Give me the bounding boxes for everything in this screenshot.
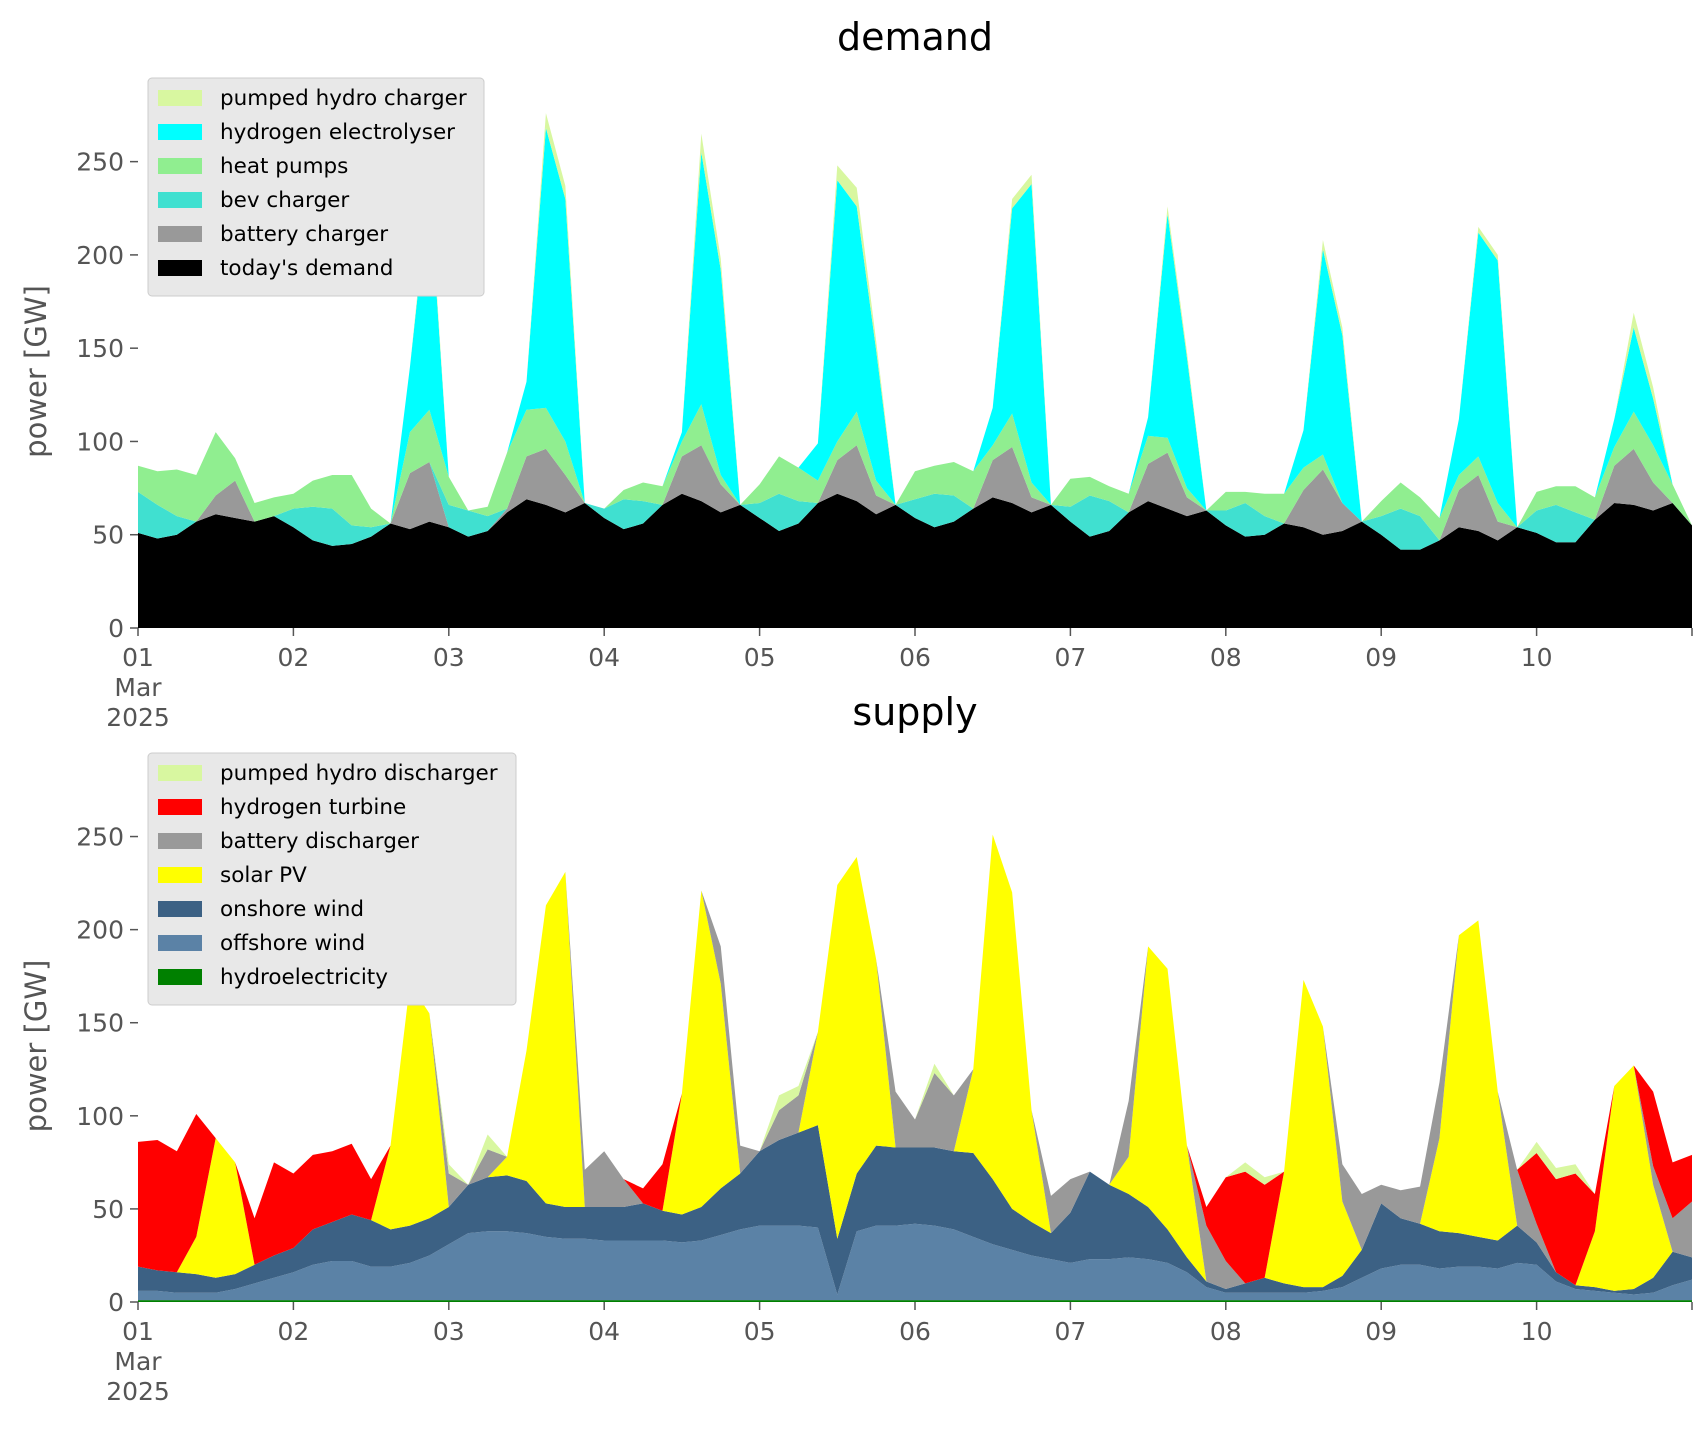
x-tick-label: 09	[1365, 643, 1397, 672]
legend-label-hydrogen-electrolyser: hydrogen electrolyser	[220, 120, 455, 145]
x-tick-year-label: 2025	[106, 1377, 170, 1406]
legend-label-pumped-hydro-discharger: pumped hydro discharger	[220, 761, 498, 786]
x-tick-year-label: 2025	[106, 703, 170, 732]
area-battery-charger	[138, 445, 1692, 550]
x-tick-label: 07	[1054, 643, 1086, 672]
legend-swatch-pumped-hydro-charger	[158, 90, 202, 106]
legend-swatch-solar-pv	[158, 867, 202, 883]
legend-swatch-bev-charger	[158, 192, 202, 208]
x-tick-label: 01	[122, 1317, 154, 1346]
x-tick-label: 07	[1054, 1317, 1086, 1346]
x-tick-label: 03	[433, 643, 465, 672]
y-tick-label: 50	[92, 521, 124, 550]
legend-label-battery-charger: battery charger	[220, 222, 388, 247]
legend-swatch-battery-discharger	[158, 833, 202, 849]
legend-swatch-battery-charger	[158, 226, 202, 242]
x-tick-label: 06	[899, 1317, 931, 1346]
y-tick-label: 150	[76, 334, 124, 363]
area-onshore-wind	[138, 1125, 1692, 1295]
x-tick-label: 02	[277, 1317, 309, 1346]
legend-label-pumped-hydro-charger: pumped hydro charger	[220, 86, 467, 111]
y-tick-label: 150	[76, 1009, 124, 1038]
x-tick-label: 04	[588, 1317, 620, 1346]
legend-box	[147, 77, 485, 297]
x-tick-label: 08	[1210, 643, 1242, 672]
x-tick-label: 09	[1365, 1317, 1397, 1346]
legend-label-solar-pv: solar PV	[220, 863, 307, 888]
y-tick-label: 0	[108, 614, 124, 643]
x-tick-label: 10	[1521, 1317, 1553, 1346]
x-tick-month-label: Mar	[114, 673, 162, 702]
series-areas	[138, 834, 1692, 1302]
legend-swatch-heat-pumps	[158, 158, 202, 174]
legend-swatch-hydrogen-turbine	[158, 799, 202, 815]
legend-label-bev-charger: bev charger	[220, 188, 349, 213]
y-tick-label: 50	[92, 1195, 124, 1224]
legend-label-hydrogen-turbine: hydrogen turbine	[220, 795, 406, 820]
y-tick-label: 250	[76, 148, 124, 177]
y-axis-label: power [GW]	[19, 960, 53, 1133]
legend-label-onshore-wind: onshore wind	[220, 897, 364, 922]
x-tick-label: 05	[744, 643, 776, 672]
legend-label-hydroelectricity: hydroelectricity	[220, 965, 388, 990]
x-tick-label: 04	[588, 643, 620, 672]
x-tick-label: 06	[899, 643, 931, 672]
y-tick-label: 250	[76, 823, 124, 852]
x-tick-label: 08	[1210, 1317, 1242, 1346]
chart-title: supply	[852, 690, 977, 734]
legend-box	[147, 752, 517, 1006]
area-hydroelectricity	[138, 1300, 1692, 1302]
legend: pumped hydro charger hydrogen electrolyse…	[147, 77, 485, 297]
x-tick-label: 02	[277, 643, 309, 672]
chart-title: demand	[837, 15, 993, 59]
y-tick-label: 0	[108, 1288, 124, 1317]
area-hydrogen-turbine	[138, 834, 1692, 1286]
y-axis-label: power [GW]	[19, 285, 53, 458]
x-tick-label: 05	[744, 1317, 776, 1346]
x-tick-label: 01	[122, 643, 154, 672]
legend: pumped hydro discharger hydrogen turbine b…	[147, 752, 517, 1006]
legend-swatch-onshore-wind	[158, 901, 202, 917]
y-tick-label: 200	[76, 241, 124, 270]
area-solar-pv	[138, 834, 1692, 1291]
x-tick-label: 10	[1521, 643, 1553, 672]
y-tick-label: 200	[76, 916, 124, 945]
legend-swatch-hydrogen-electrolyser	[158, 124, 202, 140]
series-areas	[138, 113, 1692, 628]
legend-swatch-offshore-wind	[158, 935, 202, 951]
area-offshore-wind	[138, 1223, 1692, 1301]
legend-swatch-today-s-demand	[158, 260, 202, 276]
y-tick-label: 100	[76, 427, 124, 456]
x-tick-label: 03	[433, 1317, 465, 1346]
legend-swatch-pumped-hydro-discharger	[158, 765, 202, 781]
legend-swatch-hydroelectricity	[158, 969, 202, 985]
legend-label-today-s-demand: today's demand	[220, 256, 393, 281]
x-tick-month-label: Mar	[114, 1347, 162, 1376]
legend-label-heat-pumps: heat pumps	[220, 154, 348, 179]
y-tick-label: 100	[76, 1102, 124, 1131]
area-heat-pumps	[138, 404, 1692, 541]
area-today-s-demand	[138, 493, 1692, 628]
legend-label-offshore-wind: offshore wind	[220, 931, 365, 956]
legend-label-battery-discharger: battery discharger	[220, 829, 419, 854]
